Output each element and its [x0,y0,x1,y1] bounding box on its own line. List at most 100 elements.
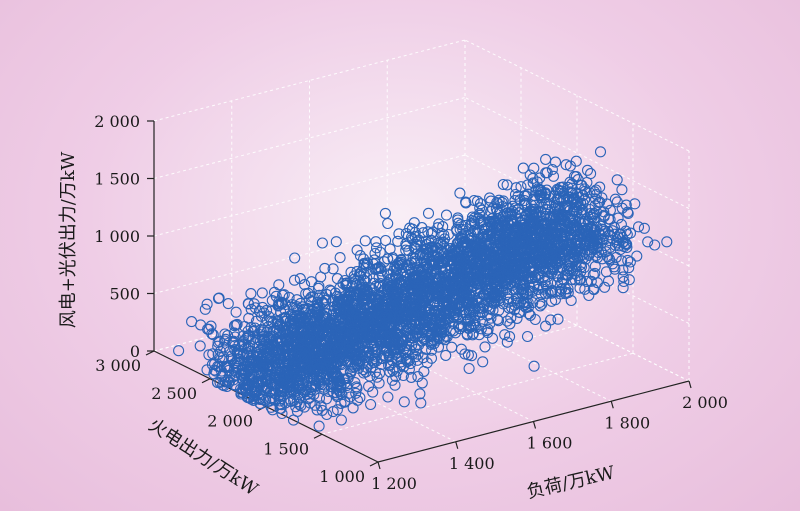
scatter-point [256,287,268,299]
scatter-point [341,279,353,291]
scatter-point [517,296,530,309]
scatter-point [352,289,364,301]
scatter-point [249,302,261,314]
scatter-point [466,242,478,254]
scatter-point [350,381,362,393]
scatter-point [213,292,225,304]
scatter-point [366,332,378,344]
scatter-point [288,274,301,286]
scatter-point [335,414,347,426]
scatter-point [554,213,567,225]
points-layer [173,146,673,432]
scatter-point [624,256,636,268]
scatter-point [516,224,528,236]
scatter-point [275,402,287,415]
axes-layer [145,120,692,470]
scatter-point [281,332,293,344]
scatter-point [504,331,516,343]
scatter-point [305,364,317,376]
scatter-point [581,275,593,287]
scatter-point [514,270,526,282]
x-tick-label: 1 400 [449,454,495,473]
scatter-point [355,329,367,341]
scatter-point [436,324,448,336]
scatter-point [247,333,259,345]
scatter-point [323,326,335,338]
scatter-point [363,380,375,392]
scatter-point [379,311,391,323]
x-tick-label: 1 800 [604,413,650,432]
scatter-point [515,262,527,274]
scatter-point [334,385,346,397]
scatter-point [322,317,334,329]
scatter-point [392,235,404,247]
scatter-point [485,260,497,272]
scatter-point [201,298,213,310]
x-axis-label: 负荷/万kW [525,462,617,503]
scatter-point [388,296,400,308]
scatter-point [570,155,582,167]
x-tick-mark [455,441,459,449]
scatter-point [569,224,581,236]
scatter-point [564,210,576,222]
scatter-point [360,310,372,322]
scatter-point [579,194,591,206]
scatter-point [263,311,275,323]
scatter-point [566,197,578,209]
scatter-point [417,290,429,302]
scatter-point [400,330,412,342]
scatter-point [518,219,531,231]
scatter-point [394,337,406,349]
scatter-point [417,324,429,336]
scatter-point [559,242,571,254]
scatter-point [531,218,543,230]
scatter-point [410,297,422,309]
z-tick-label: 500 [109,285,140,304]
x-tick-mark [610,401,614,409]
scatter-point [509,251,521,263]
scatter-point [327,263,339,275]
scatter-point [348,270,360,282]
scatter-point [546,163,558,176]
scatter-point [428,338,440,350]
scatter-point [435,319,447,331]
scatter-point [570,261,582,273]
scatter-point [267,316,279,328]
scatter-point [519,299,531,311]
scatter-point [409,231,421,243]
scatter-point [602,275,615,287]
scatter-point [416,377,428,389]
scatter-point [370,242,383,254]
scatter-point [415,397,427,409]
scatter-point [510,245,522,257]
scatter-point [554,185,566,197]
scatter-point [497,195,509,207]
scatter-point [332,356,344,368]
scatter-point [661,236,673,248]
scatter-point [485,312,497,324]
scatter-point [279,370,291,382]
scatter-point [497,178,509,191]
scatter-point [477,356,489,368]
scatter-point [571,240,583,252]
scatter-point [269,359,282,371]
scatter-point [311,358,323,370]
scatter-point [340,333,352,345]
scatter-point [426,274,438,286]
scatter-point [219,335,231,347]
scatter-point [493,248,505,260]
scatter-point [402,286,414,298]
scatter-point [617,271,629,283]
scatter-point [345,266,357,278]
scatter-point [461,314,473,326]
scatter-point [555,214,567,226]
scatter-point [298,303,310,315]
scatter-point [594,181,606,193]
scatter-point [517,162,529,174]
scatter-point [330,382,342,394]
scatter-point [563,263,575,275]
x-tick-mark [532,421,537,429]
scatter-point [403,245,415,257]
scatter-point [231,355,243,367]
scatter-point [294,380,306,392]
